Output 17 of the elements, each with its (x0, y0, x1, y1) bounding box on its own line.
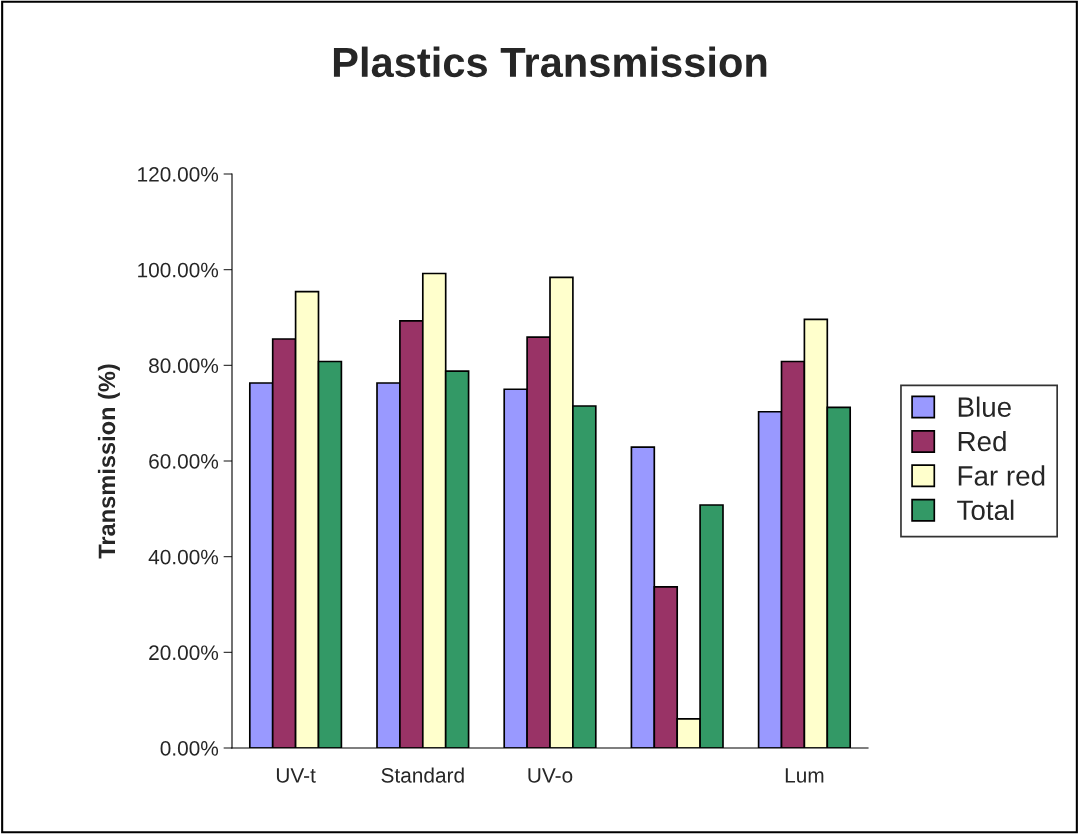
legend-label: Far red (958, 465, 1045, 486)
legend-label: Blue (958, 396, 1011, 417)
y-tick-label: 120.00% (138, 167, 219, 182)
legend-label: Red (958, 430, 1006, 452)
y-tick-label: 60.00% (149, 454, 219, 469)
x-tick-label: UV-o (528, 768, 573, 783)
y-tick-label: 0.00% (160, 741, 219, 756)
x-tick-label: UV-t (276, 768, 316, 783)
x-tick-label: Lum (785, 768, 824, 783)
y-tick-label: 100.00% (138, 262, 219, 278)
y-tick-label: 20.00% (149, 645, 219, 661)
legend-label: Total (957, 499, 1014, 521)
y-axis-title: Transmission (%) (97, 364, 120, 559)
y-tick-label: 80.00% (149, 358, 219, 374)
y-tick-label: 40.00% (148, 549, 219, 565)
chart-title: Plastics Transmission (333, 46, 767, 78)
x-tick-label: Standard (381, 767, 464, 783)
